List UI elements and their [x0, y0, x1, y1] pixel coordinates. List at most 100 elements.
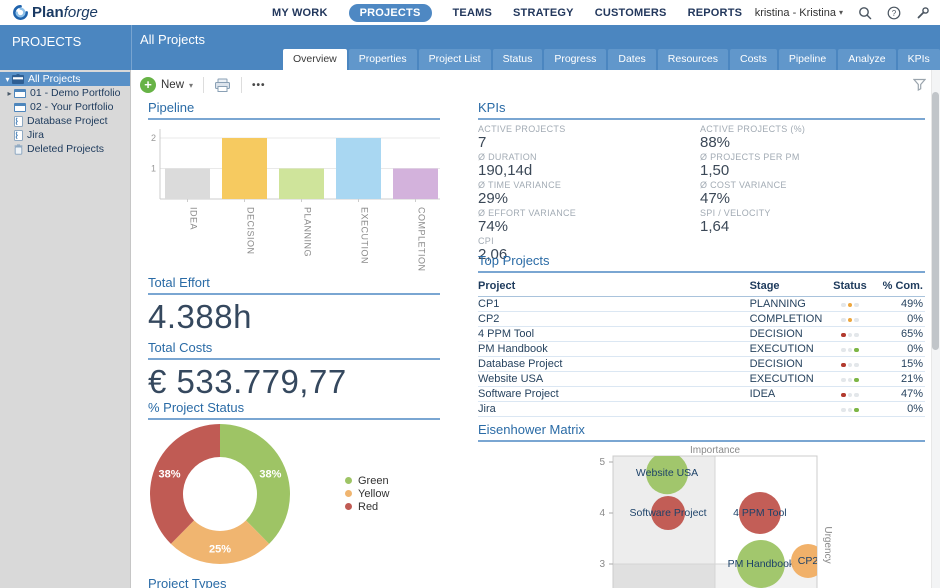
tools-icon[interactable] [916, 6, 930, 20]
print-button[interactable] [214, 78, 231, 93]
status-traffic-light [841, 377, 859, 382]
bubble-pm-handbook[interactable] [736, 540, 785, 588]
sidebar-item-label: 01 - Demo Portfolio [30, 87, 121, 99]
sidebar: ▾ All Projects ▸ 01 - Demo Portfolio 02 - Yo… [0, 70, 131, 588]
tab-bar: Overview Properties Project List Status Prog… [283, 49, 940, 70]
topbar: Planforge MY WORK PROJECTS TEAMS STRATEGY CU… [0, 0, 940, 25]
column-header-com[interactable]: % Com. [877, 278, 925, 297]
status-dot-yellow [847, 332, 853, 337]
sidebar-item-jira[interactable]: Jira [0, 128, 130, 142]
tab-status[interactable]: Status [492, 49, 543, 70]
nav-item-reports[interactable]: REPORTS [687, 6, 743, 19]
new-button[interactable]: + New ▾ [140, 77, 193, 93]
cell-project: CP1 [478, 296, 750, 312]
cell-stage: IDEA [749, 386, 823, 402]
legend-item-yellow[interactable]: Yellow [345, 487, 389, 500]
eisenhower-section: Eisenhower Matrix 5 4 3 Importance Urgency We… [478, 422, 925, 588]
project-types-section: Project Types [148, 576, 440, 588]
donut-slice-green[interactable] [220, 424, 290, 544]
cell-completion: 65% [877, 326, 925, 342]
cell-stage: COMPLETION [749, 311, 823, 327]
main-content: + New ▾ ••• Pipeli [131, 70, 940, 588]
toolbar: + New ▾ ••• [131, 70, 940, 100]
more-button[interactable]: ••• [252, 79, 266, 91]
user-area: kristina - Kristina ▾ ? [755, 0, 930, 25]
filter-button[interactable] [913, 78, 926, 91]
sidebar-item-01-demo-portfolio[interactable]: ▸ 01 - Demo Portfolio [0, 86, 130, 100]
bubble-cp2[interactable] [791, 543, 825, 578]
bubble-4-ppm-tool[interactable] [738, 492, 781, 534]
legend-item-red[interactable]: Red [345, 500, 389, 513]
bubble-software-project[interactable] [651, 496, 686, 530]
donut-slice-red[interactable] [150, 424, 220, 544]
table-row[interactable]: Software Project IDEA 47% [478, 386, 925, 402]
bar-planning[interactable] [279, 168, 324, 200]
table-row[interactable]: 4 PPM Tool DECISION 65% [478, 326, 925, 342]
tab-project-list[interactable]: Project List [418, 49, 491, 70]
table-row[interactable]: PM Handbook EXECUTION 0% [478, 341, 925, 357]
bar-execution[interactable] [336, 138, 381, 199]
funnel-icon [913, 78, 926, 91]
tab-pipeline[interactable]: Pipeline [778, 49, 837, 70]
planforge-logo[interactable]: Planforge [13, 4, 98, 21]
status-dot-yellow [847, 392, 853, 397]
top-projects-title: Top Projects [478, 253, 925, 273]
tab-kpis[interactable]: KPIs [897, 49, 940, 70]
table-row[interactable]: Website USA EXECUTION 21% [478, 371, 925, 387]
bar-completion[interactable] [393, 168, 438, 200]
project-types-title: Project Types [148, 576, 440, 588]
tab-overview[interactable]: Overview [283, 49, 347, 70]
nav-item-teams[interactable]: TEAMS [452, 6, 492, 19]
cell-project: Software Project [478, 386, 750, 402]
donut-slice-label: 25% [209, 544, 231, 556]
table-row[interactable]: Database Project DECISION 15% [478, 356, 925, 372]
column-header-stage[interactable]: Stage [749, 278, 823, 297]
nav-item-projects[interactable]: PROJECTS [348, 3, 432, 22]
table-row[interactable]: Jira 0% [478, 401, 925, 417]
tab-properties[interactable]: Properties [348, 49, 417, 70]
legend-item-green[interactable]: Green [345, 474, 389, 487]
nav-item-my-work[interactable]: MY WORK [272, 6, 328, 19]
sidebar-item-02-your-portfolio[interactable]: 02 - Your Portfolio [0, 100, 130, 114]
kpi-label: Ø DURATION [478, 152, 537, 162]
total-costs-title: Total Costs [148, 340, 440, 360]
nav-item-customers[interactable]: CUSTOMERS [594, 6, 667, 19]
sidebar-item-database-project[interactable]: Database Project [0, 114, 130, 128]
scrollbar-thumb[interactable] [932, 92, 939, 350]
pipeline-section: Pipeline 1 2 IDEA DECISION PLANNING EXECUTION… [148, 100, 440, 271]
tab-progress[interactable]: Progress [544, 49, 607, 70]
user-menu[interactable]: kristina - Kristina ▾ [755, 7, 843, 19]
eisenhower-chart: 5 4 3 Importance Urgency Website USA Software … [599, 445, 833, 588]
donut-slice-yellow[interactable] [170, 520, 270, 564]
status-traffic-light [841, 332, 859, 337]
tab-dates[interactable]: Dates [608, 49, 656, 70]
bar-decision[interactable] [222, 138, 267, 199]
tab-analyze[interactable]: Analyze [838, 49, 896, 70]
bubble-label: 4 PPM Tool [733, 507, 787, 519]
search-icon[interactable] [858, 6, 872, 20]
sidebar-item-label: Database Project [27, 115, 108, 127]
bar-idea[interactable] [165, 168, 210, 200]
kpi-label: Ø COST VARIANCE [700, 180, 787, 190]
table-row[interactable]: CP2 COMPLETION 0% [478, 311, 925, 327]
nav-item-strategy[interactable]: STRATEGY [513, 6, 574, 19]
kpi-time-variance: Ø TIME VARIANCE 29% [478, 180, 700, 208]
plus-icon: + [140, 77, 156, 93]
sidebar-item-deleted-projects[interactable]: Deleted Projects [0, 142, 130, 156]
tab-resources[interactable]: Resources [657, 49, 728, 70]
status-dot-green [854, 392, 859, 397]
table-row[interactable]: CP1 PLANNING 49% [478, 296, 925, 312]
column-header-project[interactable]: Project [478, 278, 750, 297]
bubble-website-usa[interactable] [646, 452, 689, 495]
help-icon[interactable]: ? [887, 6, 901, 20]
scrollbar-track[interactable] [931, 70, 940, 588]
column-header-status[interactable]: Status [822, 278, 878, 297]
caret-collapsed-icon[interactable]: ▸ [7, 88, 12, 98]
tab-costs[interactable]: Costs [730, 49, 777, 70]
eisenhower-title: Eisenhower Matrix [478, 422, 925, 442]
caret-expanded-icon[interactable]: ▾ [5, 74, 10, 84]
cell-stage [749, 401, 823, 417]
top-projects-table: Project Stage Status% Com. CP1 PLANNING 49% C… [478, 278, 925, 417]
sidebar-item-all-projects[interactable]: ▾ All Projects [0, 72, 130, 86]
sidebar-item-label: 02 - Your Portfolio [30, 101, 114, 113]
